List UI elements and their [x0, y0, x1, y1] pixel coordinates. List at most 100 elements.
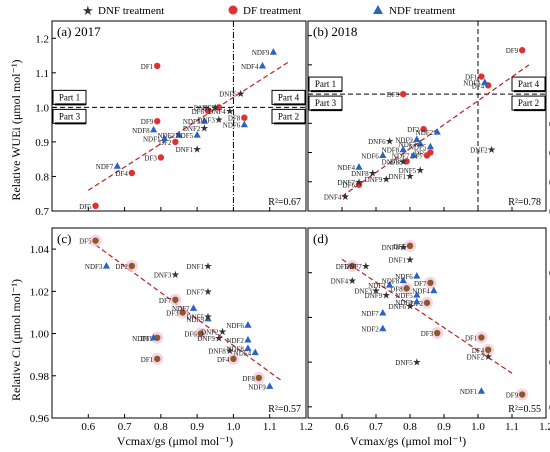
- point-label: NDF3: [399, 141, 417, 149]
- ndf-point-marker: [244, 335, 252, 343]
- data-point: NDF2: [157, 131, 183, 140]
- x-tick-label: 0.9: [437, 421, 451, 433]
- x-tick-label: 1.1: [263, 421, 277, 433]
- panel-b-frame: [307, 20, 547, 212]
- data-point: ★DNF4: [208, 106, 234, 117]
- dnf-point-marker: ★: [372, 286, 381, 297]
- point-label: DNF6: [368, 138, 386, 146]
- dnf-point-marker: ★: [204, 312, 213, 323]
- dnf-point-marker: ★: [193, 144, 202, 155]
- df-point-marker: [128, 262, 136, 270]
- ndf-point-marker: [240, 120, 248, 128]
- data-point: ★DNF1: [187, 262, 213, 273]
- point-label: DNF3: [154, 271, 172, 279]
- ndf-point-marker: [204, 314, 212, 322]
- trend-line: [341, 258, 513, 374]
- data-point: NDF4: [241, 61, 267, 71]
- ndf-point-marker: [200, 117, 208, 124]
- data-point: ★DNF1: [388, 171, 414, 182]
- quadrant-label: Part 2: [518, 98, 539, 108]
- point-label: DNF1: [187, 263, 205, 271]
- ndf-point-marker: [160, 134, 169, 142]
- point-label: DF7: [202, 104, 215, 112]
- data-point: DF2: [159, 138, 179, 147]
- df-point-marker: [423, 299, 431, 307]
- r-squared-label: R²=0.55: [508, 404, 541, 415]
- data-point: DF6: [343, 181, 363, 190]
- data-point: DF7: [202, 104, 223, 112]
- r-squared-label: R²=0.57: [268, 404, 301, 415]
- df-point-marker: [230, 355, 237, 363]
- data-point: NDF5: [187, 314, 212, 324]
- quadrant-label: Part 4: [278, 92, 300, 102]
- point-label: DF7: [414, 280, 427, 288]
- data-point: DF5: [394, 239, 416, 252]
- y-axis-label-bottom: Relative Ci (μmol mol⁻¹): [9, 279, 23, 401]
- point-label: NDF3: [85, 263, 103, 271]
- y-tick-label: 1.04: [30, 244, 50, 256]
- point-label: DNF7: [337, 179, 355, 187]
- panel-title: (d): [313, 231, 328, 246]
- data-point: NDF2: [416, 128, 441, 137]
- point-label: DF6: [336, 263, 349, 271]
- data-point: DF4: [217, 352, 240, 365]
- data-point: DF7: [411, 152, 431, 160]
- point-label: DF6: [184, 331, 197, 339]
- data-point: ★DNF7: [187, 287, 213, 298]
- y-tick-label: 1.2: [35, 33, 49, 45]
- ndf-point-marker: [193, 131, 201, 138]
- df-point-marker: [519, 47, 526, 54]
- dnf-point-marker: ★: [406, 302, 415, 313]
- df-point-marker: [406, 242, 414, 250]
- dnf-point-marker: ★: [382, 291, 391, 302]
- dnf-point-marker: ★: [171, 270, 180, 281]
- point-label: NDF2: [157, 132, 175, 140]
- point-label: NDF8: [382, 278, 400, 286]
- point-label: DF8: [242, 375, 255, 383]
- dnf-point-marker: ★: [412, 358, 421, 369]
- point-label: DNF8: [208, 347, 226, 355]
- point-label: DF5: [414, 150, 427, 158]
- point-label: DF4: [472, 82, 485, 90]
- dnf-point-marker: ★: [484, 352, 493, 363]
- point-label: DNF9: [365, 176, 383, 184]
- quadrant-label: Part 3: [59, 111, 81, 121]
- point-label: DF3: [421, 330, 434, 338]
- point-label: DNF5: [399, 167, 417, 175]
- point-label: DF7: [159, 297, 172, 305]
- quadrant-label: Part 2: [278, 111, 299, 121]
- data-point: NDF3: [368, 281, 394, 290]
- point-label: NDF9: [252, 49, 270, 57]
- data-point: DF4: [472, 343, 495, 356]
- legend-dnf-marker-icon: ★: [82, 3, 94, 18]
- point-label: NDF5: [176, 132, 194, 140]
- x-tick-label: 0.6: [335, 421, 349, 433]
- y-tick-label: 1.00: [30, 329, 50, 341]
- data-point: ★DNF3: [382, 157, 408, 168]
- df-point-marker: [204, 107, 212, 115]
- ndf-point-marker: [102, 262, 111, 269]
- data-point: ★DNF4: [324, 192, 350, 203]
- point-label: DF1: [141, 63, 154, 71]
- df-point-marker: [215, 104, 223, 111]
- data-point: ★DNF8: [382, 243, 408, 254]
- data-point: ★DNF5: [395, 358, 421, 369]
- dnf-point-marker: ★: [406, 255, 415, 266]
- ndf-point-marker: [244, 344, 252, 351]
- data-point: DF3: [421, 327, 444, 340]
- data-point: DF1: [141, 352, 164, 365]
- point-label: DF3: [144, 154, 157, 162]
- data-point: NDF7: [172, 304, 198, 313]
- point-label: DF5: [394, 243, 407, 251]
- point-label: DF5: [79, 238, 92, 246]
- df-point-marker: [172, 138, 179, 146]
- point-label: NDF4: [337, 164, 355, 172]
- point-label: DNF9: [197, 335, 215, 343]
- data-point: NDF9: [252, 48, 277, 57]
- legend-df-marker-icon: [228, 5, 238, 15]
- data-point: ★DNF5: [399, 166, 425, 177]
- point-label: NDF9: [395, 299, 413, 307]
- point-label: DNF5: [194, 104, 212, 112]
- x-tick-label: 0.8: [154, 421, 168, 433]
- ndf-point-marker: [433, 128, 441, 135]
